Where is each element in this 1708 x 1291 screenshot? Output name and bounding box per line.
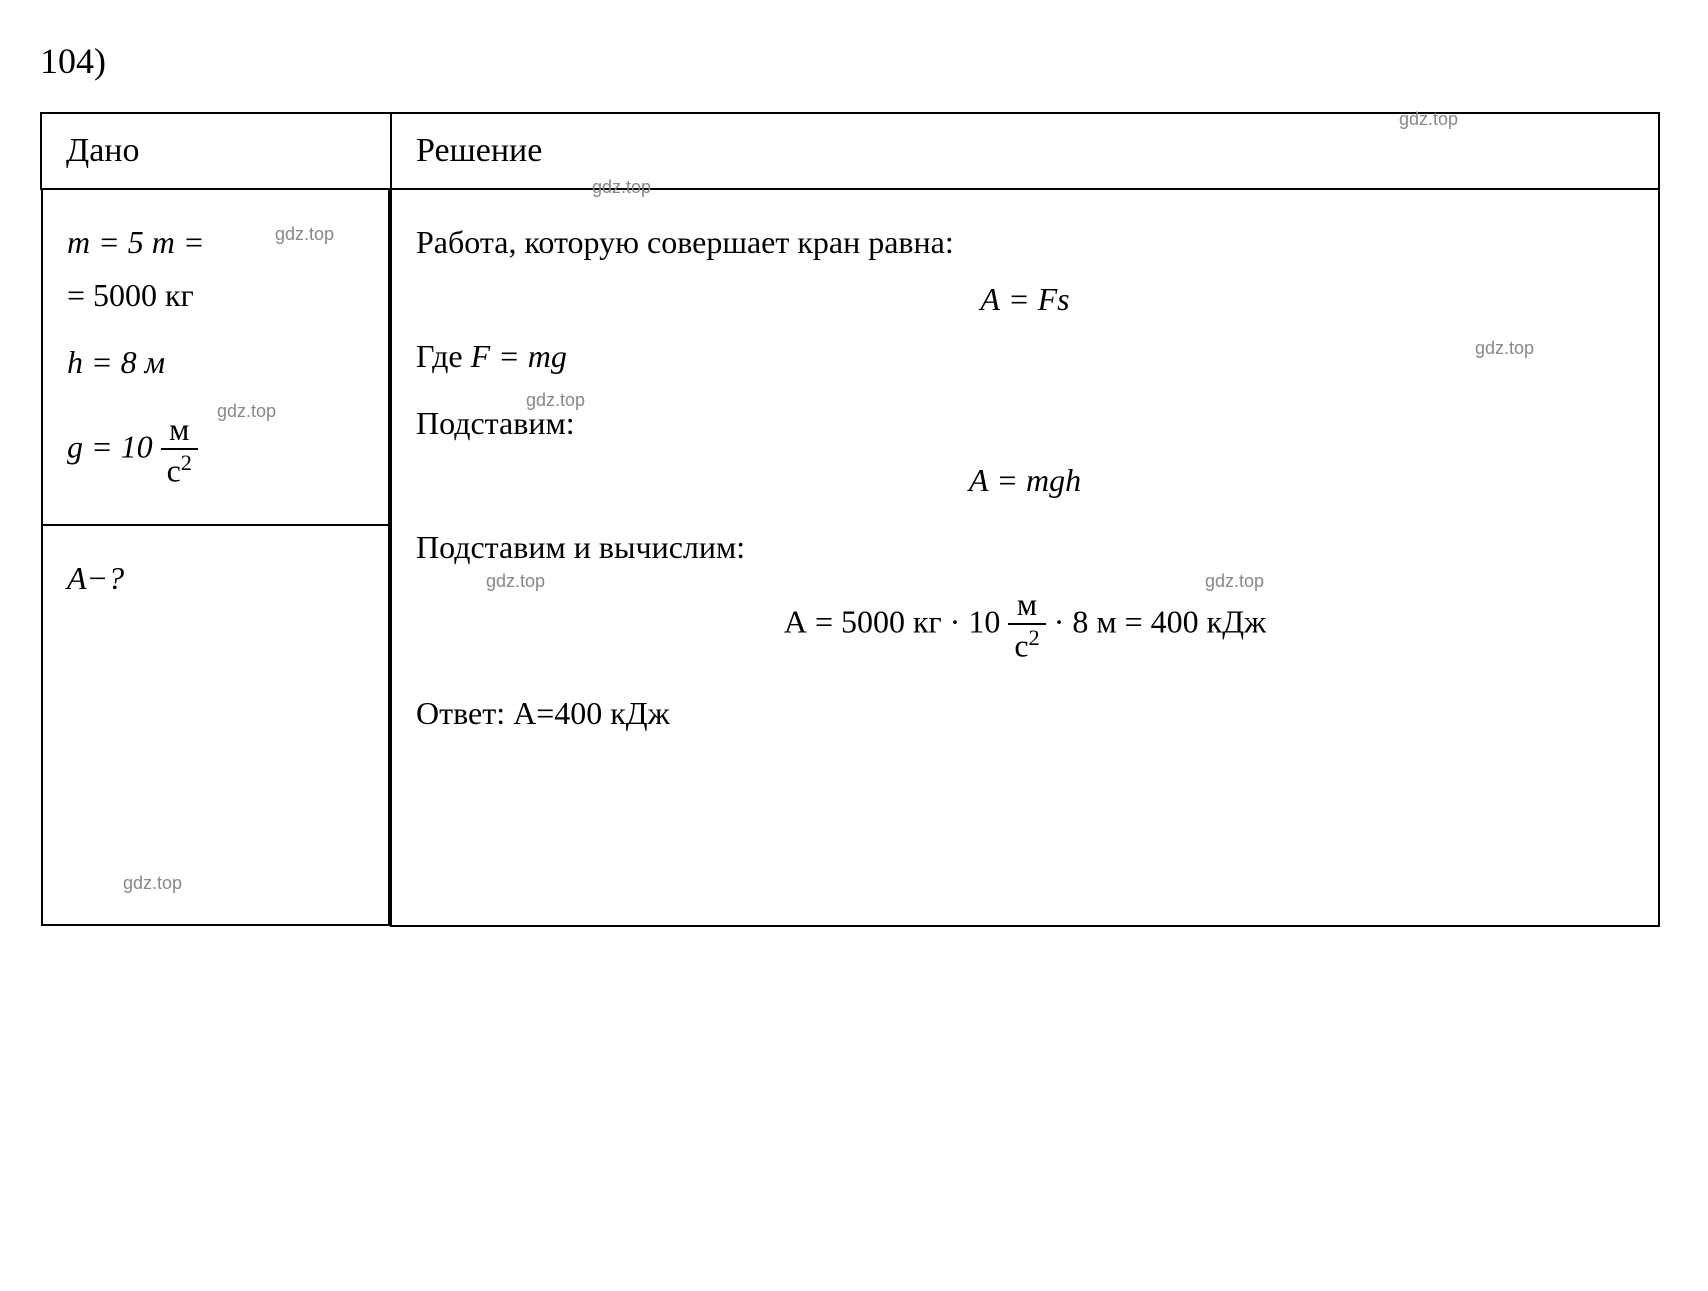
calc-num: м <box>1008 586 1045 625</box>
calc-suffix: · 8 м = 400 кДж <box>1054 604 1266 640</box>
given-header-cell: Дано <box>41 113 391 189</box>
given-header-text: Дано <box>66 132 139 169</box>
mass-value: m = 5 т = <box>67 224 204 260</box>
solution-formula-inline: F = mg <box>471 338 567 374</box>
gravity-label: g = 10 <box>67 429 153 465</box>
solution-header-text: Решение <box>416 132 542 169</box>
mass-line: m = 5 т = gdz.top <box>67 224 364 261</box>
solution-text-4: Подставим и вычислим: <box>416 529 745 565</box>
solution-cell: Работа, которую совершает кран равна: А … <box>391 189 1659 926</box>
find-line: A−? <box>67 560 364 597</box>
formula-1-text: А = Fs <box>980 281 1069 317</box>
gravity-num: м <box>161 411 198 450</box>
calc-prefix: А = 5000 кг · 10 <box>784 604 1000 640</box>
header-row: Дано Решение gdz.top gdz.top <box>41 113 1659 189</box>
watermark: gdz.top <box>526 390 585 411</box>
calc-den: с2 <box>1008 625 1045 665</box>
problem-number: 104) <box>40 40 1668 82</box>
given-data-cell: m = 5 т = gdz.top = 5000 кг h = 8 м g = … <box>42 190 389 525</box>
mass-converted: = 5000 кг <box>67 277 194 313</box>
gravity-den: с2 <box>161 450 198 490</box>
solution-line-2: Где F = mg gdz.top <box>416 338 1634 375</box>
answer-line: Ответ: А=400 кДж <box>416 695 1634 732</box>
solution-line-3: gdz.top Подставим: <box>416 405 1634 442</box>
watermark: gdz.top <box>1205 571 1264 592</box>
find-value: A−? <box>67 560 124 596</box>
content-row: m = 5 т = gdz.top = 5000 кг h = 8 м g = … <box>41 189 1659 926</box>
formula-2-text: А = mgh <box>969 462 1081 498</box>
watermark: gdz.top <box>486 571 545 592</box>
watermark: gdz.top <box>1475 338 1534 359</box>
solution-line-4: Подставим и вычислим: <box>416 529 1634 566</box>
watermark: gdz.top <box>275 224 334 245</box>
find-cell: A−? gdz.top <box>42 525 389 925</box>
mass-converted-line: = 5000 кг <box>67 277 364 314</box>
solution-text-1: Работа, которую совершает кран равна: <box>416 224 954 260</box>
calc-fraction: м с2 <box>1008 586 1045 665</box>
answer-text: Ответ: А=400 кДж <box>416 695 670 731</box>
formula-2: А = mgh <box>416 462 1634 499</box>
solution-header-cell: Решение gdz.top gdz.top <box>391 113 1659 189</box>
gravity-line: g = 10 м с2 gdz.top <box>67 411 364 490</box>
gravity-fraction: м с2 <box>161 411 198 490</box>
solution-text-2-pre: Где <box>416 338 471 374</box>
solution-line-1: Работа, которую совершает кран равна: <box>416 224 1634 261</box>
given-cell: m = 5 т = gdz.top = 5000 кг h = 8 м g = … <box>41 189 391 926</box>
watermark: gdz.top <box>123 873 182 894</box>
solution-table: Дано Решение gdz.top gdz.top m = 5 т = g… <box>40 112 1660 927</box>
watermark: gdz.top <box>1399 109 1458 130</box>
formula-1: А = Fs <box>416 281 1634 318</box>
height-line: h = 8 м <box>67 344 364 381</box>
calculation: gdz.top gdz.top А = 5000 кг · 10 м с2 · … <box>416 586 1634 665</box>
watermark: gdz.top <box>217 401 276 422</box>
height-value: h = 8 м <box>67 344 165 380</box>
